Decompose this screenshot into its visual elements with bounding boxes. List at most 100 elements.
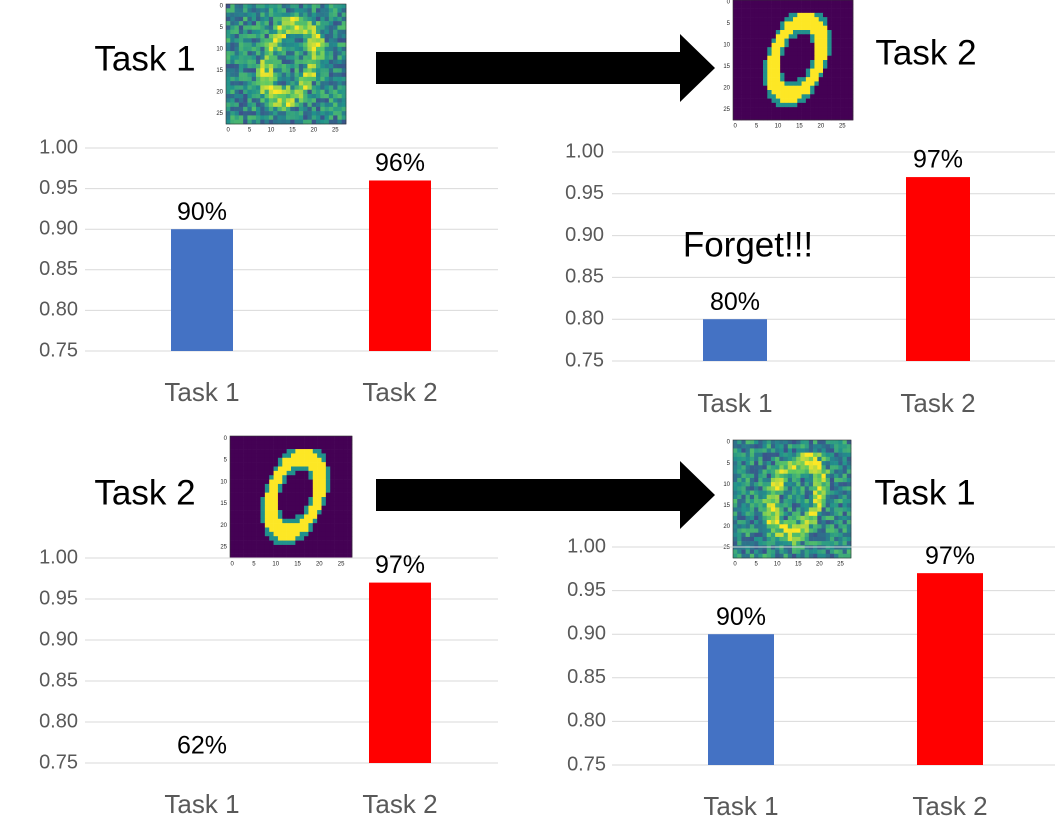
- digit-pixel: [235, 77, 240, 82]
- digit-pixel: [849, 13, 854, 18]
- digit-pixel: [772, 99, 777, 104]
- digit-pixel: [802, 0, 807, 5]
- digit-pixel: [308, 497, 313, 502]
- digit-pixel: [836, 47, 841, 52]
- digit-pixel: [779, 444, 784, 449]
- digit-pixel: [256, 462, 261, 467]
- digit-pixel: [295, 21, 300, 26]
- digit-pixel: [796, 444, 801, 449]
- digit-pixel: [843, 554, 848, 559]
- digit-pixel: [252, 90, 257, 95]
- digit-pixel: [230, 475, 235, 480]
- digit-pixel: [823, 0, 828, 5]
- digit-pixel: [784, 39, 789, 44]
- digit-pixel: [243, 8, 248, 13]
- digit-pixel: [737, 495, 742, 500]
- image-y-tick-label: 20: [216, 89, 223, 95]
- digit-pixel: [796, 524, 801, 529]
- digit-pixel: [291, 514, 296, 519]
- digit-pixel: [256, 30, 261, 35]
- digit-pixel: [342, 38, 347, 43]
- digit-pixel: [320, 17, 325, 22]
- digit-pixel: [823, 39, 828, 44]
- digit-pixel: [817, 537, 822, 542]
- digit-pixel: [273, 85, 278, 90]
- digit-pixel: [333, 34, 338, 39]
- digit-pixel: [847, 440, 852, 445]
- digit-pixel: [348, 436, 353, 441]
- digit-pixel: [758, 524, 763, 529]
- digit-pixel: [796, 448, 801, 453]
- digit-pixel: [834, 512, 839, 517]
- digit-pixel: [788, 486, 793, 491]
- digit-pixel: [849, 69, 854, 74]
- digit-pixel: [826, 503, 831, 508]
- digit-pixel: [252, 445, 257, 450]
- digit-pixel: [317, 453, 322, 458]
- digit-pixel: [348, 449, 353, 454]
- digit-pixel: [322, 445, 327, 450]
- digit-pixel: [809, 512, 814, 517]
- digit-pixel: [793, 51, 798, 56]
- value-label: 62%: [177, 732, 227, 760]
- digit-pixel: [847, 457, 852, 462]
- digit-pixel: [320, 64, 325, 69]
- digit-pixel: [733, 503, 738, 508]
- digit-pixel: [274, 488, 279, 493]
- digit-pixel: [792, 533, 797, 538]
- digit-pixel: [226, 21, 231, 26]
- digit-pixel: [763, 77, 768, 82]
- digit-pixel: [243, 34, 248, 39]
- digit-pixel: [750, 474, 755, 479]
- digit-pixel: [849, 0, 854, 5]
- digit-pixel: [304, 519, 309, 524]
- digit-pixel: [817, 491, 822, 496]
- digit-pixel: [278, 440, 283, 445]
- digit-pixel: [826, 461, 831, 466]
- x-tick-label: Task 2: [900, 388, 975, 418]
- digit-pixel: [832, 43, 837, 48]
- digit-pixel: [234, 536, 239, 541]
- digit-pixel: [826, 554, 831, 559]
- digit-pixel: [261, 528, 266, 533]
- digit-pixel: [286, 94, 291, 99]
- digit-pixel: [312, 8, 317, 13]
- digit-pixel: [282, 484, 287, 489]
- digit-pixel: [252, 545, 257, 550]
- digit-pixel: [277, 25, 282, 30]
- digit-pixel: [304, 545, 309, 550]
- digit-pixel: [317, 528, 322, 533]
- digit-pixel: [797, 90, 802, 95]
- digit-pixel: [316, 55, 321, 60]
- digit-pixel: [239, 549, 244, 554]
- digit-pixel: [261, 453, 266, 458]
- digit-pixel: [776, 90, 781, 95]
- digit-pixel: [797, 13, 802, 18]
- digit-pixel: [295, 536, 300, 541]
- digit-pixel: [737, 486, 742, 491]
- digit-pixel: [754, 491, 759, 496]
- digit-pixel: [342, 17, 347, 22]
- digit-pixel: [243, 43, 248, 48]
- digit-pixel: [303, 25, 308, 30]
- digit-pixel: [796, 478, 801, 483]
- digit-pixel: [243, 493, 248, 498]
- digit-pixel: [763, 482, 768, 487]
- digit-pixel: [823, 81, 828, 86]
- digit-pixel: [252, 536, 257, 541]
- digit-pixel: [239, 445, 244, 450]
- digit-pixel: [295, 4, 300, 9]
- digit-pixel: [797, 111, 802, 116]
- digit-pixel: [247, 449, 252, 454]
- digit-pixel: [304, 449, 309, 454]
- digit-pixel: [303, 73, 308, 78]
- digit-pixel: [809, 474, 814, 479]
- digit-pixel: [282, 449, 287, 454]
- digit-pixel: [273, 90, 278, 95]
- digit-pixel: [320, 60, 325, 65]
- digit-pixel: [243, 21, 248, 26]
- digit-pixel: [343, 497, 348, 502]
- digit-pixel: [265, 30, 270, 35]
- digit-pixel: [819, 64, 824, 69]
- digit-pixel: [320, 30, 325, 35]
